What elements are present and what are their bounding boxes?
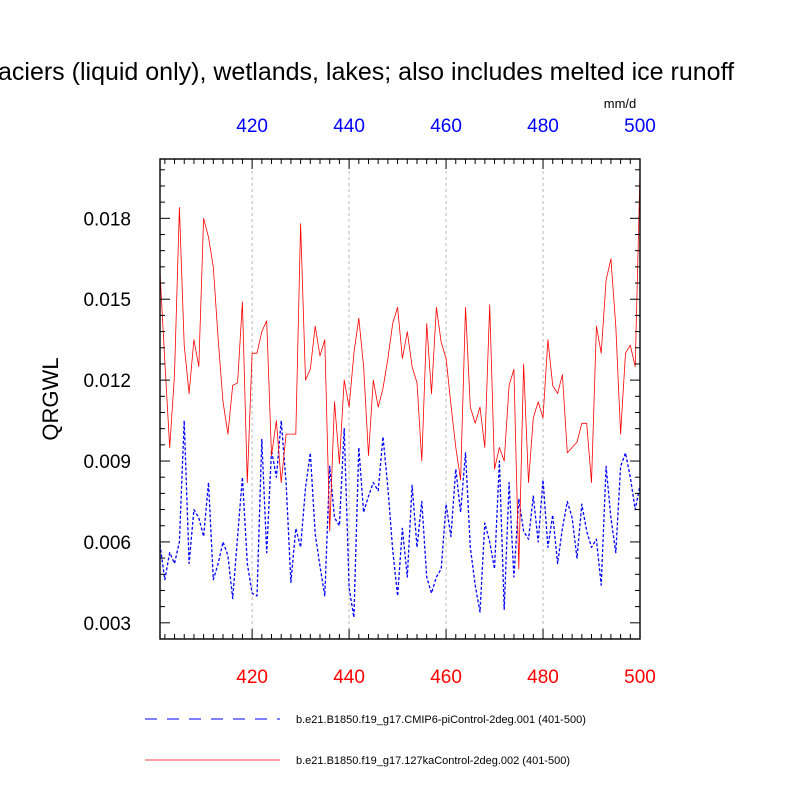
series-line-red [159,172,641,570]
y-tick-label: 0.003 [83,614,131,635]
axis-ticks [160,159,641,639]
y-tick-label: 0.015 [83,290,131,311]
x-tick-label: 500 [624,667,656,688]
series-group [159,172,641,619]
y-axis-label: QRGWL [38,357,63,440]
top-tick-label: 440 [333,116,365,137]
y-tick-label: 0.018 [83,209,131,230]
legend: b.e21.B1850.f19_g17.CMIP6-piControl-2deg… [145,714,586,767]
grid-lines [251,159,544,639]
y-tick-label: 0.006 [83,533,131,554]
plot-frame [159,158,641,640]
legend-label-blue: b.e21.B1850.f19_g17.CMIP6-piControl-2deg… [296,714,586,726]
top-tick-label: 460 [430,116,462,137]
x-tick-label: 420 [236,667,268,688]
chart-title: aciers (liquid only), wetlands, lakes; a… [0,58,734,86]
x-tick-label: 480 [527,667,559,688]
top-tick-label: 480 [527,116,559,137]
y-tick-label: 0.012 [83,371,131,392]
top-tick-label: 420 [236,116,268,137]
x-tick-label: 460 [430,667,462,688]
series-line-blue [159,419,641,619]
units-label: mm/d [604,96,637,111]
legend-label-red: b.e21.B1850.f19_g17.127kaControl-2deg.00… [296,755,570,767]
top-tick-label: 500 [624,116,656,137]
x-tick-label: 440 [333,667,365,688]
axis-tick-labels: 420 440 460 480 500 420 440 460 480 500 0.003 0.006… [83,116,655,688]
y-tick-label: 0.009 [83,452,131,473]
